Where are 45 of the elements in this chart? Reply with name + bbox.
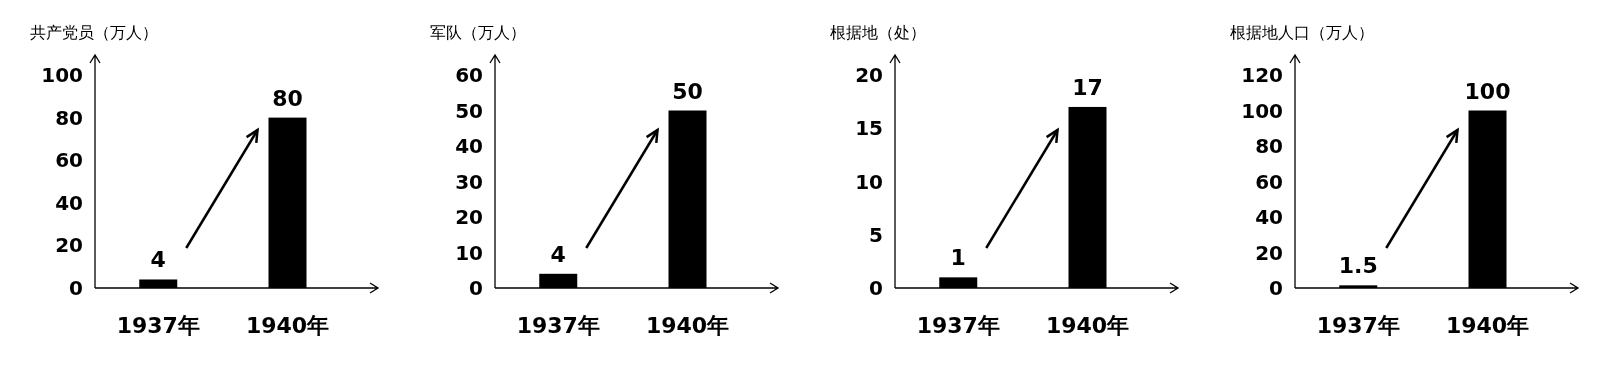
data-label: 1.5 (1338, 253, 1378, 279)
y-axis-title: 共产党员（万人） (30, 23, 158, 42)
x-tick-label: 1940年 (245, 313, 330, 338)
y-tick-label: 0 (69, 276, 83, 300)
x-tick-label: 1937年 (516, 313, 600, 338)
data-label: 4 (550, 241, 566, 267)
y-tick-label: 5 (869, 222, 883, 247)
y-tick-label: 20 (55, 233, 83, 258)
y-tick-label: 120 (1241, 63, 1283, 87)
x-tick-label: 1937年 (116, 313, 200, 338)
y-tick-label: 20 (855, 63, 883, 87)
y-tick-label: 60 (1255, 169, 1283, 194)
data-label: 17 (1072, 74, 1103, 100)
y-tick-label: 10 (455, 240, 483, 265)
y-tick-label: 40 (1255, 205, 1283, 229)
y-tick-label: 40 (455, 134, 483, 158)
y-tick-label: 0 (1269, 276, 1283, 300)
y-axis-title: 根据地人口（万人） (1230, 23, 1374, 42)
y-tick-label: 10 (855, 169, 883, 194)
y-tick-label: 80 (55, 105, 83, 130)
x-tick-label: 1940年 (1445, 313, 1530, 338)
y-tick-label: 15 (855, 116, 883, 141)
y-axis-title: 根据地（处） (830, 23, 926, 42)
y-tick-label: 20 (455, 205, 483, 229)
y-tick-label: 100 (1241, 98, 1283, 123)
x-tick-label: 1937年 (916, 313, 1000, 338)
data-label: 80 (272, 85, 303, 111)
x-tick-label: 1937年 (1316, 313, 1400, 338)
data-label: 100 (1464, 78, 1511, 104)
data-label: 50 (672, 78, 703, 104)
y-tick-label: 80 (1255, 134, 1283, 158)
y-tick-label: 0 (869, 276, 883, 300)
x-tick-label: 1940年 (1045, 313, 1130, 338)
y-tick-label: 20 (1255, 240, 1283, 265)
y-tick-label: 50 (455, 98, 483, 123)
y-tick-label: 60 (55, 148, 83, 173)
y-tick-label: 30 (455, 169, 483, 194)
data-label: 1 (950, 245, 966, 271)
data-label: 4 (150, 247, 166, 273)
y-tick-label: 0 (469, 276, 483, 300)
y-tick-label: 40 (55, 190, 83, 215)
x-tick-label: 1940年 (645, 313, 730, 338)
y-tick-label: 60 (455, 63, 483, 87)
y-axis-title: 军队（万人） (430, 23, 526, 42)
y-tick-label: 100 (41, 63, 83, 87)
